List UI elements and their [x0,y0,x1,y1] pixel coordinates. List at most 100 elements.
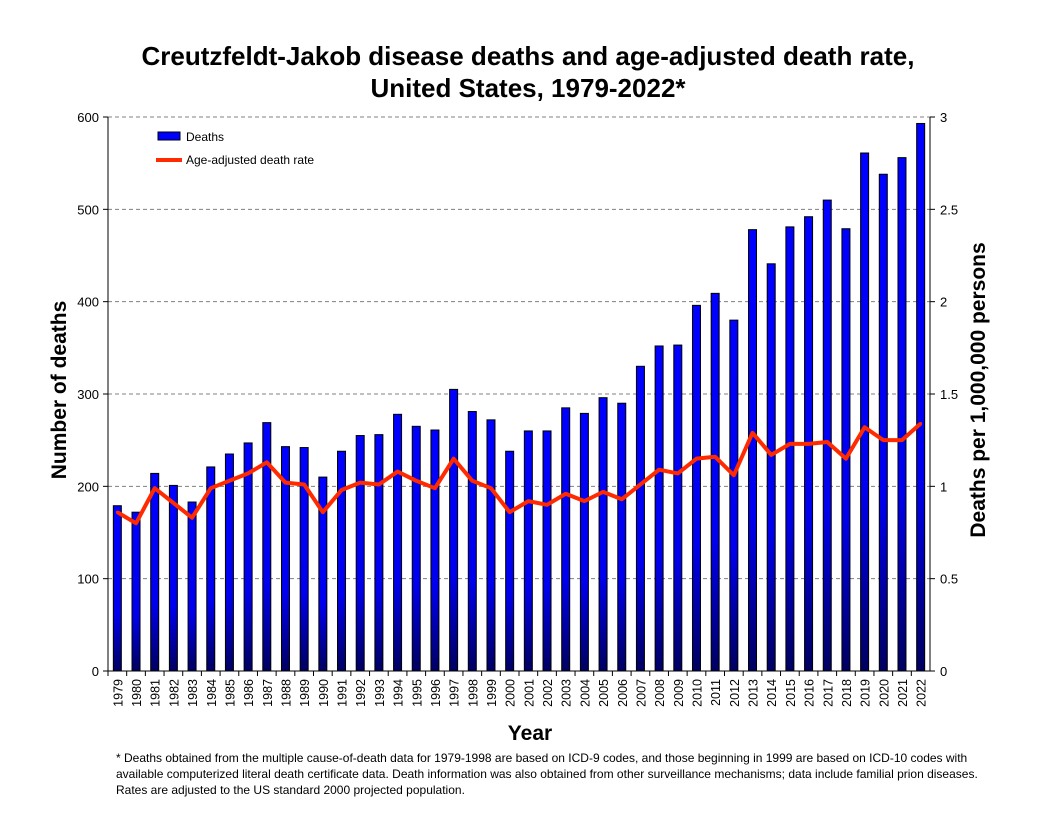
bar-1999 [486,419,496,672]
x-tick-label: 2002 [541,679,555,707]
bar-2006 [617,402,627,672]
x-tick-label: 1990 [317,679,331,707]
x-tick-label: 1985 [223,679,237,707]
rate-point-1991 [340,488,344,492]
rate-point-1989 [302,482,306,486]
bar-1980 [131,511,141,672]
x-tick-label: 1997 [448,679,462,707]
x-tick-label: 1998 [466,679,480,707]
x-tick-label: 1994 [392,679,406,707]
x-tick-label: 1993 [373,679,387,707]
rate-point-2019 [863,425,867,429]
x-tick-label: 1987 [261,679,275,707]
bar-2013 [748,229,758,672]
legend-label-deaths: Deaths [186,130,224,144]
bar-2005 [598,397,608,672]
x-tick-label: 1982 [167,679,181,707]
legend: Deaths Age-adjusted death rate [156,130,314,167]
bar-1994 [393,413,403,672]
rate-point-1999 [489,486,493,490]
x-tick-label: 2022 [915,679,929,707]
y-tick-label: 400 [77,295,99,310]
x-tick-label: 1991 [336,679,350,707]
x-tick-label: 2003 [560,679,574,707]
bar-2009 [673,344,683,672]
bar-1981 [150,472,160,672]
rate-point-2013 [751,431,755,435]
y2-tick-label: 0 [940,664,947,679]
rate-point-2000 [508,510,512,514]
rate-point-2012 [732,473,736,477]
rate-point-1992 [358,481,362,485]
rate-point-2008 [657,468,661,472]
x-tick-label: 1980 [130,679,144,707]
x-tick-label: 2012 [728,679,742,707]
x-tick-label: 1989 [298,679,312,707]
x-tick-label: 1983 [186,679,200,707]
bar-1997 [449,388,459,672]
y2-tick-label: 1.5 [940,387,958,402]
bar-1991 [337,450,347,672]
x-tick-label: 2013 [747,679,761,707]
x-tick-label: 2014 [765,679,779,707]
x-tick-label: 2017 [821,679,835,707]
x-tick-label: 2011 [709,679,723,706]
rate-point-1984 [209,486,213,490]
x-axis-label: Year [508,722,552,745]
bar-2008 [654,345,664,672]
bar-2003 [561,407,571,672]
rate-point-2011 [713,455,717,459]
bar-2014 [766,263,776,672]
bar-1995 [411,425,421,672]
rate-point-1983 [190,516,194,520]
bar-2022 [916,122,926,672]
y-tick-label: 0 [92,664,99,679]
legend-swatch-deaths [157,131,181,141]
bar-2001 [523,430,533,672]
y2-tick-label: 1 [940,479,947,494]
x-tick-label: 1984 [205,679,219,707]
rate-point-1979 [115,510,119,514]
rate-point-2003 [564,492,568,496]
y2-tick-label: 3 [940,110,947,125]
y-tick-label: 500 [77,202,99,217]
bar-2000 [505,450,515,672]
rate-point-2004 [582,499,586,503]
rate-point-1997 [452,457,456,461]
bar-1982 [168,484,178,672]
y-tick-label: 200 [77,479,99,494]
bar-1979 [112,505,122,672]
x-tick-label: 1992 [354,679,368,707]
rate-point-2006 [620,497,624,501]
rate-point-1985 [227,479,231,483]
bar-1996 [430,429,440,672]
rate-point-1988 [283,481,287,485]
y2-axis-label: Deaths per 1,000,000 persons [967,242,990,537]
x-tick-label: 1979 [111,679,125,707]
rate-point-2014 [769,453,773,457]
rate-point-1981 [153,486,157,490]
footnote: * Deaths obtained from the multiple caus… [116,751,978,797]
bar-1984 [206,466,216,672]
bar-1989 [299,447,309,672]
rate-point-1998 [470,479,474,483]
x-tick-label: 2015 [784,679,798,707]
bar-2007 [635,365,645,672]
rate-point-2001 [526,499,530,503]
rate-point-2020 [881,438,885,442]
rate-point-2010 [694,457,698,461]
rate-point-1980 [134,521,138,525]
bar-2011 [710,292,720,672]
rate-point-1990 [321,510,325,514]
y2-tick-label: 2.5 [940,202,958,217]
x-tick-label: 2016 [803,679,817,707]
x-tick-label: 2021 [896,679,910,707]
bar-2002 [542,430,552,672]
bar-2021 [897,157,907,672]
x-tick-label: 2004 [578,679,592,707]
rate-point-1982 [171,501,175,505]
rate-point-2021 [900,438,904,442]
x-tick-label: 1986 [242,679,256,707]
bar-1986 [243,442,253,672]
